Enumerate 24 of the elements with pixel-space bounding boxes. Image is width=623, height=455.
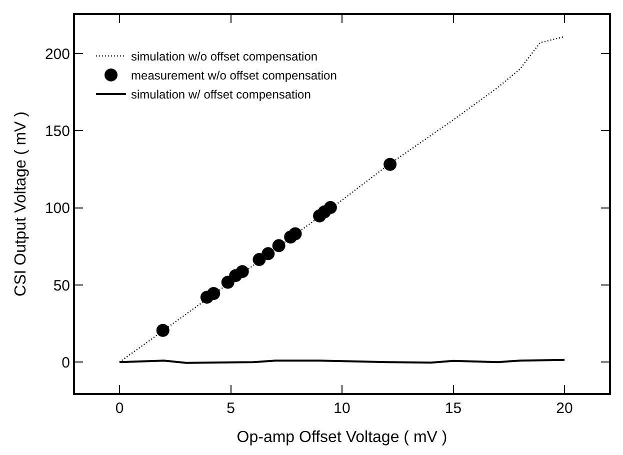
point	[384, 158, 397, 171]
point	[288, 227, 302, 240]
point	[252, 253, 266, 266]
point	[272, 239, 286, 252]
legend-label: measurement w/o offset compensation	[131, 68, 337, 83]
point	[156, 324, 170, 337]
y-tick-label: 200	[44, 46, 70, 63]
x-axis-title: Op-amp Offset Voltage ( mV )	[236, 429, 448, 446]
legend-label: simulation w/o offset compensation	[131, 50, 318, 64]
point	[324, 201, 337, 214]
y-tick-label: 50	[53, 277, 70, 294]
point	[262, 247, 275, 260]
x-tick-label: 20	[556, 400, 573, 417]
point	[236, 265, 249, 278]
x-tick-label: 0	[115, 400, 124, 417]
y-tick-label: 100	[44, 200, 70, 218]
y-tick-label: 150	[44, 122, 70, 140]
legend-label: simulation w/ offset compensation	[131, 88, 311, 102]
x-tick-label: 10	[334, 400, 350, 417]
x-tick-label: 5	[226, 400, 235, 417]
x-tick-label: 15	[444, 400, 462, 417]
y-tick-label: 0	[62, 354, 70, 372]
y-axis-title: CSI Output Voltage ( mV )	[12, 112, 30, 296]
point	[207, 286, 220, 300]
